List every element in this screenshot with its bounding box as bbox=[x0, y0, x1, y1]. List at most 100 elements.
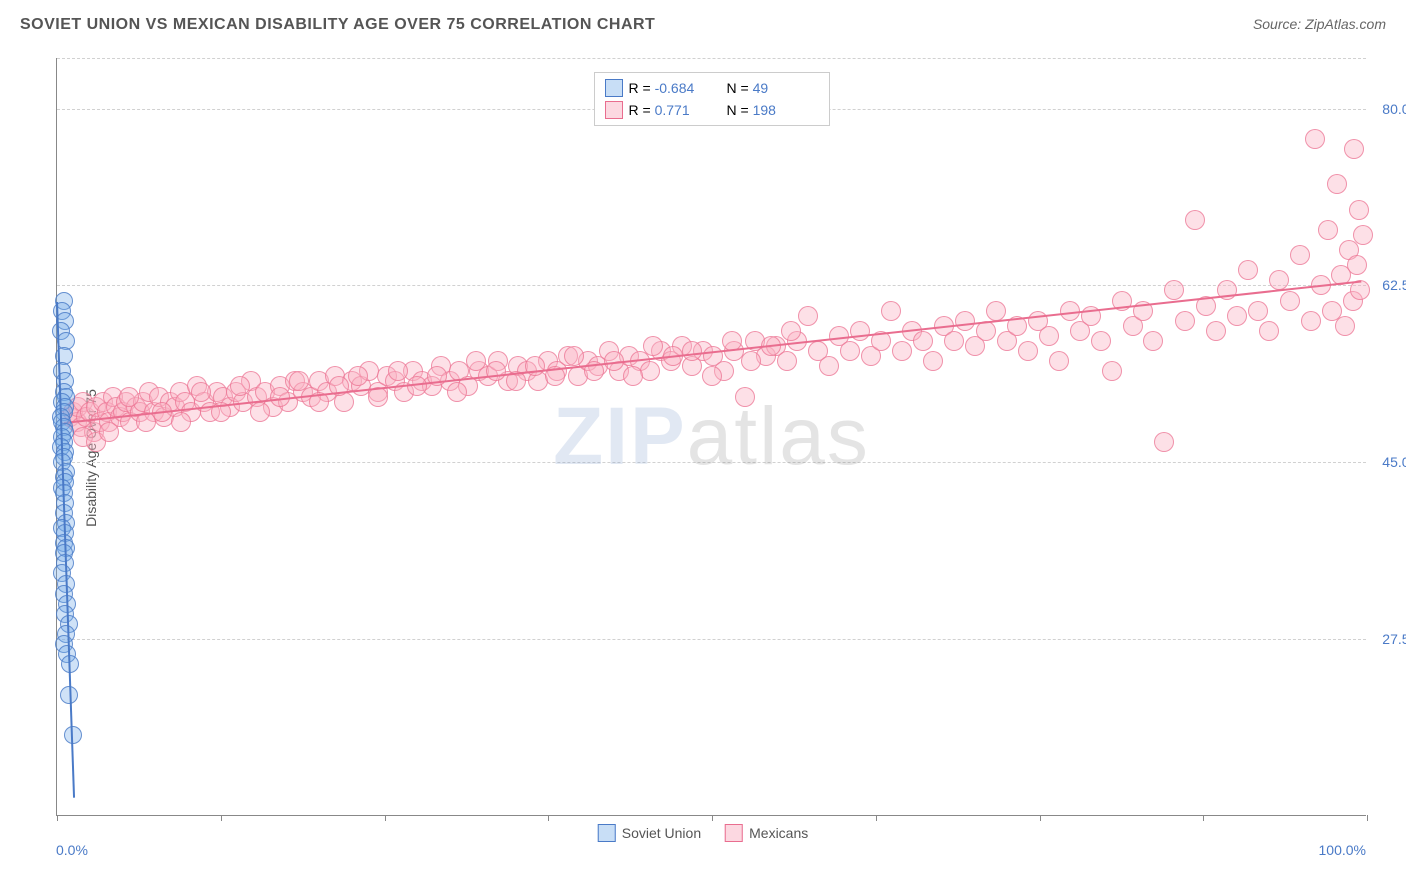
legend-item: Mexicans bbox=[725, 824, 808, 842]
gridline bbox=[57, 58, 1366, 59]
x-axis-max-label: 100.0% bbox=[1319, 842, 1366, 858]
scatter-point-mexicans bbox=[1238, 260, 1258, 280]
scatter-point-mexicans bbox=[819, 356, 839, 376]
y-tick-label: 45.0% bbox=[1382, 454, 1406, 470]
scatter-point-mexicans bbox=[99, 422, 119, 442]
scatter-point-mexicans bbox=[191, 382, 211, 402]
trend-line bbox=[63, 280, 1360, 423]
x-tick bbox=[548, 815, 549, 821]
scatter-point-mexicans bbox=[1305, 129, 1325, 149]
scatter-point-mexicans bbox=[1327, 174, 1347, 194]
scatter-point-mexicans bbox=[840, 341, 860, 361]
scatter-point-mexicans bbox=[913, 331, 933, 351]
scatter-point-mexicans bbox=[289, 371, 309, 391]
n-value: 49 bbox=[753, 80, 769, 96]
gridline bbox=[57, 462, 1366, 463]
scatter-point-mexicans bbox=[1353, 225, 1373, 245]
scatter-point-mexicans bbox=[1269, 270, 1289, 290]
x-tick bbox=[1367, 815, 1368, 821]
scatter-point-mexicans bbox=[623, 366, 643, 386]
scatter-point-mexicans bbox=[564, 346, 584, 366]
n-value: 198 bbox=[753, 102, 776, 118]
scatter-point-mexicans bbox=[1259, 321, 1279, 341]
chart-title: SOVIET UNION VS MEXICAN DISABILITY AGE O… bbox=[20, 16, 655, 33]
scatter-point-mexicans bbox=[230, 376, 250, 396]
x-tick bbox=[1203, 815, 1204, 821]
scatter-point-mexicans bbox=[388, 361, 408, 381]
legend-item: Soviet Union bbox=[598, 824, 701, 842]
scatter-point-mexicans bbox=[1335, 316, 1355, 336]
scatter-point-mexicans bbox=[1280, 291, 1300, 311]
scatter-point-mexicans bbox=[955, 311, 975, 331]
scatter-point-mexicans bbox=[643, 336, 663, 356]
legend-swatch bbox=[605, 79, 623, 97]
r-label: R = bbox=[629, 80, 651, 96]
legend-swatch bbox=[725, 824, 743, 842]
scatter-point-mexicans bbox=[1175, 311, 1195, 331]
scatter-point-mexicans bbox=[682, 341, 702, 361]
y-tick-label: 80.0% bbox=[1382, 101, 1406, 117]
scatter-point-mexicans bbox=[250, 402, 270, 422]
scatter-point-mexicans bbox=[447, 382, 467, 402]
x-tick bbox=[385, 815, 386, 821]
scatter-point-mexicans bbox=[348, 366, 368, 386]
scatter-point-mexicans bbox=[1349, 200, 1369, 220]
scatter-point-mexicans bbox=[741, 351, 761, 371]
y-tick-label: 62.5% bbox=[1382, 277, 1406, 293]
scatter-point-mexicans bbox=[986, 301, 1006, 321]
r-label: R = bbox=[629, 102, 651, 118]
scatter-point-mexicans bbox=[881, 301, 901, 321]
x-tick bbox=[712, 815, 713, 821]
scatter-point-mexicans bbox=[1206, 321, 1226, 341]
scatter-point-mexicans bbox=[1350, 280, 1370, 300]
legend-swatch bbox=[605, 101, 623, 119]
scatter-point-mexicans bbox=[171, 412, 191, 432]
legend-series: Soviet Union Mexicans bbox=[598, 824, 809, 842]
scatter-point-mexicans bbox=[944, 331, 964, 351]
scatter-point-mexicans bbox=[1039, 326, 1059, 346]
legend-label: Mexicans bbox=[749, 825, 808, 841]
scatter-point-mexicans bbox=[1301, 311, 1321, 331]
scatter-point-mexicans bbox=[1164, 280, 1184, 300]
scatter-point-mexicans bbox=[1227, 306, 1247, 326]
scatter-point-mexicans bbox=[1344, 139, 1364, 159]
scatter-point-mexicans bbox=[1018, 341, 1038, 361]
legend-stats-box: R = -0.684 N = 49 R = 0.771 N = 198 bbox=[594, 72, 830, 126]
scatter-point-mexicans bbox=[119, 387, 139, 407]
scatter-point-mexicans bbox=[892, 341, 912, 361]
scatter-point-mexicans bbox=[1102, 361, 1122, 381]
r-value: -0.684 bbox=[655, 80, 695, 96]
scatter-point-mexicans bbox=[798, 306, 818, 326]
scatter-point-mexicans bbox=[466, 351, 486, 371]
r-value: 0.771 bbox=[655, 102, 690, 118]
chart-area: Disability Age Over 75 ZIPatlas R = -0.6… bbox=[20, 48, 1386, 868]
scatter-point-mexicans bbox=[640, 361, 660, 381]
legend-swatch bbox=[598, 824, 616, 842]
legend-stat-row: R = 0.771 N = 198 bbox=[605, 99, 819, 121]
scatter-point-mexicans bbox=[781, 321, 801, 341]
x-tick bbox=[1040, 815, 1041, 821]
x-tick bbox=[57, 815, 58, 821]
scatter-point-mexicans bbox=[1049, 351, 1069, 371]
scatter-point-mexicans bbox=[1290, 245, 1310, 265]
legend-stat-row: R = -0.684 N = 49 bbox=[605, 77, 819, 99]
n-label: N = bbox=[727, 80, 749, 96]
scatter-point-mexicans bbox=[1154, 432, 1174, 452]
source-label: Source: ZipAtlas.com bbox=[1253, 16, 1386, 32]
scatter-point-mexicans bbox=[1185, 210, 1205, 230]
scatter-point-mexicans bbox=[270, 387, 290, 407]
scatter-point-mexicans bbox=[702, 366, 722, 386]
scatter-point-mexicans bbox=[1248, 301, 1268, 321]
scatter-point-mexicans bbox=[407, 376, 427, 396]
legend-label: Soviet Union bbox=[622, 825, 701, 841]
scatter-point-mexicans bbox=[777, 351, 797, 371]
x-axis-labels: 0.0% 100.0% bbox=[56, 842, 1366, 862]
scatter-point-mexicans bbox=[923, 351, 943, 371]
x-tick bbox=[876, 815, 877, 821]
n-label: N = bbox=[727, 102, 749, 118]
x-axis-min-label: 0.0% bbox=[56, 842, 88, 858]
scatter-point-mexicans bbox=[1347, 255, 1367, 275]
scatter-point-mexicans bbox=[486, 361, 506, 381]
scatter-point-mexicans bbox=[1143, 331, 1163, 351]
watermark: ZIPatlas bbox=[553, 390, 870, 484]
